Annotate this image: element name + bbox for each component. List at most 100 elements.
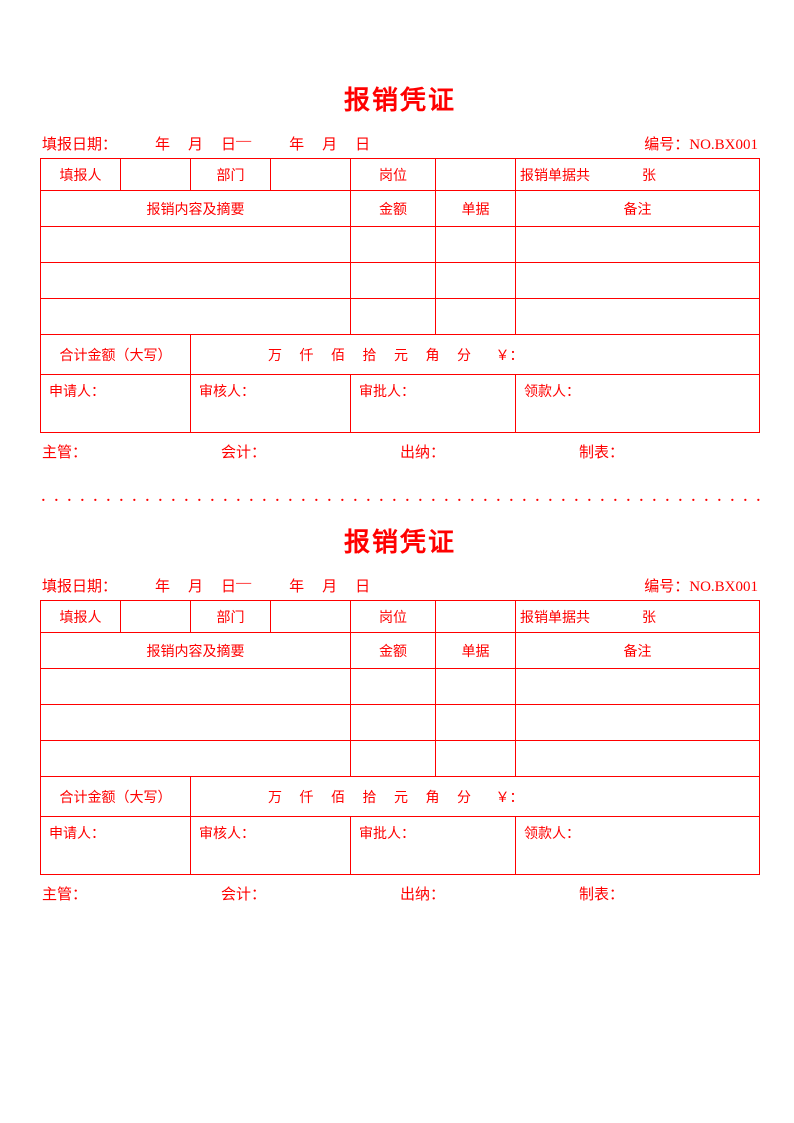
docs-prefix: 报销单据共 [520, 607, 612, 627]
payee-cell[interactable]: 领款人： [516, 375, 760, 433]
approver-cell[interactable]: 审批人： [351, 375, 516, 433]
year-1: 年 [155, 575, 170, 596]
fill-date-range: 年 月 日 — 年 月 日 [117, 575, 644, 596]
filler-label: 填报人 [41, 601, 121, 633]
applicant-cell[interactable]: 申请人： [41, 375, 191, 433]
payee-cell[interactable]: 领款人： [516, 817, 760, 875]
serial-label: 编号： [644, 579, 689, 595]
row-total: 合计金额（大写） 万 仟 佰 拾 元 角 分 ￥： [41, 777, 760, 817]
reviewer-cell[interactable]: 审核人： [191, 375, 351, 433]
serial-number: 编号：NO.BX001 [644, 133, 758, 154]
cashier-label: 出纳： [400, 441, 579, 462]
amount-header: 金额 [351, 633, 436, 669]
supervisor-label: 主管： [42, 883, 221, 904]
unit-yuan: 元 [387, 787, 415, 807]
applicant-label: 申请人： [49, 385, 105, 400]
day-1: 日 [221, 133, 236, 154]
day-2: 日 [355, 133, 370, 154]
unit-bai: 佰 [324, 345, 352, 365]
date-dash: — [236, 575, 251, 596]
voucher-bottom: 报销凭证 填报日期： 年 月 日 — 年 月 日 编号：NO.BX001 [40, 522, 760, 904]
post-value[interactable] [436, 159, 516, 191]
supervisor-label: 主管： [42, 441, 221, 462]
day-1: 日 [221, 575, 236, 596]
total-amount-cell[interactable]: 万 仟 佰 拾 元 角 分 ￥： [191, 777, 760, 817]
preparer-label: 制表： [579, 883, 758, 904]
post-value[interactable] [436, 601, 516, 633]
cut-line: ．．．．．．．．．．．．．．．．．．．．．．．．．．．．．．．．．．．．．．．．… [40, 486, 760, 502]
dept-value[interactable] [271, 601, 351, 633]
voucher-header: 填报日期： 年 月 日 — 年 月 日 编号：NO.BX001 [40, 133, 760, 154]
unit-shi: 拾 [356, 345, 384, 365]
filler-value[interactable] [121, 601, 191, 633]
fill-date-label: 填报日期： [42, 575, 117, 596]
reviewer-cell[interactable]: 审核人： [191, 817, 351, 875]
item-row-3[interactable] [41, 299, 760, 335]
yen-label: ￥： [496, 787, 524, 807]
row-basic-info: 填报人 部门 岗位 报销单据共 张 [41, 601, 760, 633]
fill-date-range: 年 月 日 — 年 月 日 [117, 133, 644, 154]
applicant-label: 申请人： [49, 827, 105, 842]
dept-value[interactable] [271, 159, 351, 191]
preparer-label: 制表： [579, 441, 758, 462]
unit-shi: 拾 [356, 787, 384, 807]
unit-jiao: 角 [419, 787, 447, 807]
filler-label: 填报人 [41, 159, 121, 191]
row-total: 合计金额（大写） 万 仟 佰 拾 元 角 分 ￥： [41, 335, 760, 375]
dept-label: 部门 [191, 159, 271, 191]
year-2: 年 [289, 133, 304, 154]
item-row-1[interactable] [41, 227, 760, 263]
applicant-cell[interactable]: 申请人： [41, 817, 191, 875]
fill-date-label: 填报日期： [42, 133, 117, 154]
voucher-table: 填报人 部门 岗位 报销单据共张 报销内容及摘要 金额 单据 备注 合计金额（大… [40, 158, 760, 433]
unit-wan: 万 [261, 345, 289, 365]
row-signatures: 申请人： 审核人： 审批人： 领款人： [41, 817, 760, 875]
total-label: 合计金额（大写） [41, 335, 191, 375]
post-label: 岗位 [351, 601, 436, 633]
filler-value[interactable] [121, 159, 191, 191]
item-row-1[interactable] [41, 669, 760, 705]
accountant-label: 会计： [221, 883, 400, 904]
voucher-title: 报销凭证 [40, 80, 760, 117]
unit-qian: 仟 [293, 787, 321, 807]
unit-bai: 佰 [324, 787, 352, 807]
docs-suffix: 张 [642, 169, 656, 184]
post-label: 岗位 [351, 159, 436, 191]
serial-value: NO.BX001 [689, 579, 758, 595]
reviewer-label: 审核人： [199, 827, 255, 842]
unit-yuan: 元 [387, 345, 415, 365]
unit-qian: 仟 [293, 345, 321, 365]
payee-label: 领款人： [524, 827, 580, 842]
accountant-label: 会计： [221, 441, 400, 462]
voucher-table: 填报人 部门 岗位 报销单据共 张 报销内容及摘要 金额 单据 备注 合计金额（大… [40, 600, 760, 875]
voucher-footer: 主管： 会计： 出纳： 制表： [40, 441, 760, 462]
docs-suffix: 张 [642, 611, 656, 626]
dept-label: 部门 [191, 601, 271, 633]
unit-fen: 分 [450, 345, 478, 365]
unit-jiao: 角 [419, 345, 447, 365]
date-dash: — [236, 133, 251, 154]
docs-prefix: 报销单据共 [520, 165, 612, 185]
month-2: 月 [322, 133, 337, 154]
row-signatures: 申请人： 审核人： 审批人： 领款人： [41, 375, 760, 433]
item-row-3[interactable] [41, 741, 760, 777]
month-2: 月 [322, 575, 337, 596]
reviewer-label: 审核人： [199, 385, 255, 400]
content-header: 报销内容及摘要 [41, 191, 351, 227]
total-label: 合计金额（大写） [41, 777, 191, 817]
voucher-header: 填报日期： 年 月 日 — 年 月 日 编号：NO.BX001 [40, 575, 760, 596]
docs-count-cell[interactable]: 报销单据共 张 [516, 159, 760, 191]
item-row-2[interactable] [41, 263, 760, 299]
docs-count-cell[interactable]: 报销单据共 张 [516, 601, 760, 633]
total-amount-cell[interactable]: 万 仟 佰 拾 元 角 分 ￥： [191, 335, 760, 375]
approver-cell[interactable]: 审批人： [351, 817, 516, 875]
day-2: 日 [355, 575, 370, 596]
serial-number: 编号：NO.BX001 [644, 575, 758, 596]
voucher-footer: 主管： 会计： 出纳： 制表： [40, 883, 760, 904]
content-header: 报销内容及摘要 [41, 633, 351, 669]
cashier-label: 出纳： [400, 883, 579, 904]
item-row-2[interactable] [41, 705, 760, 741]
year-1: 年 [155, 133, 170, 154]
row-column-headers: 报销内容及摘要 金额 单据 备注 [41, 633, 760, 669]
approver-label: 审批人： [359, 385, 415, 400]
